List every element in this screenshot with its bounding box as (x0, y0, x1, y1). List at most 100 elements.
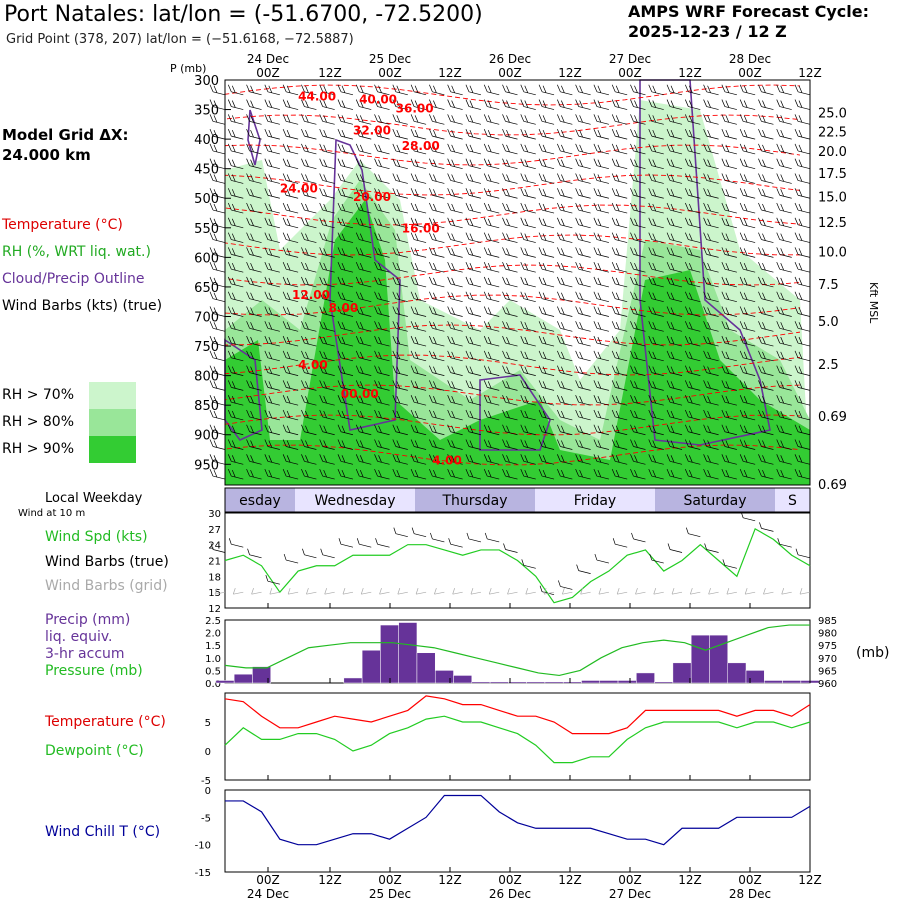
wind-barb-true (631, 532, 646, 543)
wind-barb-grid (763, 588, 774, 595)
time-tick-top: 12Z (798, 66, 822, 80)
wind-barb-true (759, 522, 774, 532)
temperature-contour-5 (224, 204, 801, 226)
wind-barbs-true-legend: Wind Barbs (true) (45, 554, 169, 570)
wind-speed-line (224, 527, 811, 604)
time-tick-bottom: 00Z (256, 873, 280, 887)
time-tick-bottom: 00Z (618, 873, 642, 887)
windchill-tick: -10 (195, 841, 211, 852)
weekday-label: Friday (574, 493, 616, 509)
precip-bar (636, 672, 655, 684)
precip-bar (380, 624, 399, 684)
wind-barb-grid (324, 588, 335, 595)
wind-barb-grid (726, 588, 737, 595)
wind-barb-true (795, 548, 811, 559)
wind-barb-true (576, 564, 591, 574)
wind-barb-grid (287, 588, 299, 595)
wind-chill-legend: Wind Chill T (°C) (45, 824, 161, 840)
wind-speed-tick: 27 (208, 525, 221, 536)
date-tick-top: 26 Dec (489, 52, 531, 66)
temperature-contour-label: 20.00 (353, 190, 391, 204)
time-tick-top: 00Z (738, 66, 762, 80)
wind-barb-true (338, 538, 354, 548)
precip-bar (709, 634, 728, 684)
wind-speed-tick: 18 (208, 572, 221, 583)
precip-bar (343, 677, 363, 684)
wind-barb-grid (799, 588, 811, 595)
cloud-legend: Cloud/Precip Outline (2, 271, 145, 287)
date-tick-top: 28 Dec (729, 52, 771, 66)
wind-barb-true (649, 553, 664, 564)
precip-legend-1: Precip (mm) (45, 612, 131, 628)
time-tick-top: 00Z (618, 66, 642, 80)
precip-bar (471, 681, 491, 684)
cycle-line2: 2025-12-23 / 12 Z (628, 22, 787, 41)
pressure-right-tick: 970 (818, 654, 837, 665)
height-tick-label: 25.0 (818, 107, 847, 122)
precip-bar (526, 681, 546, 684)
pressure-tick-label: 800 (194, 370, 219, 385)
wind-legend: Wind Barbs (kts) (true) (2, 298, 163, 314)
cloud-outline-2 (329, 138, 401, 431)
pressure-right-tick: 975 (818, 641, 837, 652)
temperature-contour-label: 28.00 (402, 139, 440, 153)
wind-barb-true (722, 559, 737, 569)
weekday-label: Thursday (441, 493, 507, 509)
time-tick-top: 12Z (678, 66, 702, 80)
wind-barb-grid (525, 588, 536, 595)
precip-tick: 2.0 (205, 629, 221, 640)
time-tick-bottom: 12Z (558, 873, 582, 887)
wind-barb-true (594, 553, 609, 564)
weekday-band (655, 488, 775, 512)
pressure-tick-label: 450 (194, 163, 219, 178)
temperature-line (224, 695, 811, 735)
wind-barb-grid (434, 588, 445, 595)
temperature-contour-2 (224, 114, 801, 136)
wind-barb-grid (232, 588, 244, 595)
pressure-legend: Pressure (mb) (45, 663, 143, 679)
temperature-contour-label: 4.00 (432, 453, 462, 467)
weekday-band (295, 488, 415, 512)
temperature-contour-label: 12.00 (292, 288, 330, 302)
precip-tick: 2.5 (205, 616, 221, 627)
rh90-swatch (89, 436, 136, 463)
wind-barb-grid (251, 588, 262, 595)
wind-barb-true (503, 543, 518, 553)
weekday-label: esday (239, 493, 281, 509)
height-tick-label: 12.5 (818, 216, 847, 231)
pressure-right-tick: 985 (818, 616, 837, 627)
pressure-right-tick: 965 (818, 666, 837, 677)
date-tick-bottom: 28 Dec (729, 887, 771, 900)
precip-bar (434, 670, 454, 684)
height-tick-label: 7.5 (818, 278, 839, 293)
temperature-contour-12 (224, 414, 801, 436)
wind-barb-true (265, 575, 280, 585)
temperature-legend: Temperature (°C) (2, 217, 123, 233)
wind-barb-grid (214, 588, 226, 595)
weekday-band (775, 488, 810, 512)
weekday-band (415, 488, 535, 512)
height-tick-label: 15.0 (818, 190, 847, 205)
temperature-contour-11 (224, 384, 801, 406)
cloud-outline-3 (639, 79, 771, 446)
temperature-contour-3 (224, 144, 801, 166)
height-tick-label: 5.0 (818, 315, 839, 330)
model-grid-label: Model Grid ΔX: (2, 126, 129, 144)
model-grid-value: 24.000 km (2, 146, 91, 164)
weekday-band (225, 488, 295, 512)
pressure-tick-label: 600 (194, 251, 219, 266)
windchill-frame (224, 789, 811, 873)
rh80-label: RH > 80% (2, 414, 75, 430)
wind-barb-grid (269, 588, 280, 595)
temperature-contour-label: 4.00 (298, 358, 328, 372)
wind-barb-grid (397, 588, 408, 595)
time-tick-bottom: 12Z (678, 873, 702, 887)
wind-barb-grid (580, 588, 591, 595)
pressure-tick-label: 550 (194, 222, 219, 237)
date-tick-bottom: 26 Dec (489, 887, 531, 900)
windchill-line (225, 794, 811, 846)
temperature-contour-10 (224, 354, 801, 376)
temperature-contour-8 (224, 294, 801, 316)
cross-section-frame (224, 79, 811, 486)
precip-bar (672, 662, 692, 684)
